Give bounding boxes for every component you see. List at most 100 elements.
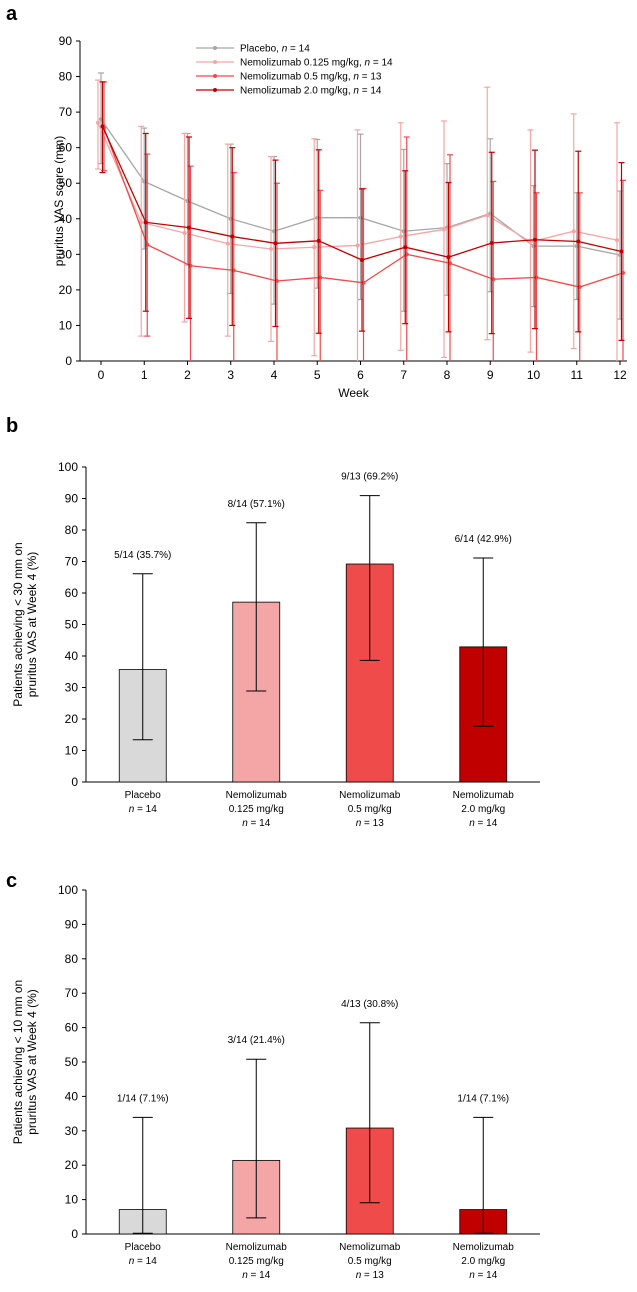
y-tick-label: 30 [65,681,79,695]
y-tick-label: 50 [65,1055,79,1069]
legend-swatch-marker [213,74,217,78]
data-point [398,234,403,239]
bar-value-label: 1/14 (7.1%) [457,1093,509,1104]
y-tick-label: 10 [65,1193,79,1207]
data-point [182,231,187,235]
y-tick-label: 0 [65,354,72,368]
legend-label-tail: = 13 [359,72,382,83]
category-n-label: n = 13 [356,1270,385,1281]
category-n-value: = 14 [475,1270,498,1281]
x-tick-label: 10 [527,368,541,382]
y-tick-label: 90 [65,917,79,931]
bar-group-1: 3/14 (21.4%) Nemolizumab 0.125 mg/kg n = 14 [226,1035,288,1281]
y-tick-label: 70 [65,986,79,1000]
y-axis-title-line1: Patients achieving < 10 mm on [11,980,25,1144]
category-label-line2: 0.125 mg/kg [229,804,284,815]
legend-label-main: Nemolizumab 0.125 mg/kg, [240,58,365,69]
category-n-symbol: n [469,1270,475,1281]
series-1 [95,79,620,361]
data-point [230,234,235,239]
category-label-line2: 0.5 mg/kg [348,1256,392,1267]
series-0 [98,72,623,320]
y-tick-label: 40 [59,212,73,226]
category-n-symbol: n [242,1270,248,1281]
bar-group-0: 5/14 (35.7%) Placebo n = 14 [114,550,171,815]
y-tick-label: 20 [65,1158,79,1172]
legend: Placebo, n = 14 Nemolizumab 0.125 mg/kg, … [196,44,393,97]
data-point [619,249,624,254]
bar-value-label: 6/14 (42.9%) [455,534,512,545]
data-point [446,255,451,260]
category-n-symbol: n [129,804,135,815]
category-label-line1: Nemolizumab [453,790,515,801]
category-label-line1: Nemolizumab [339,1242,401,1253]
category-n-value: = 14 [134,1256,157,1267]
x-tick-label: 9 [487,368,494,382]
x-tick-label: 12 [613,368,627,382]
legend-label: Nemolizumab 0.5 mg/kg, n = 13 [240,72,382,83]
legend-label-main: Placebo, [240,44,282,55]
data-point [143,220,148,225]
data-point [312,245,317,250]
data-point [139,220,144,225]
legend-label-main: Nemolizumab 0.5 mg/kg, [240,72,353,83]
y-axis-title-line1: Patients achieving < 30 mm on [11,542,25,706]
category-n-value: = 14 [475,818,498,829]
data-point [528,239,533,244]
data-point [571,229,576,234]
series-2 [101,81,626,361]
legend-swatch-marker [213,60,217,64]
y-tick-label: 90 [59,34,73,48]
bar-group-3: 1/14 (7.1%) Nemolizumab 2.0 mg/kg n = 14 [453,1093,515,1281]
legend-label-n: n [353,72,359,83]
series-3 [99,81,625,341]
category-n-label: n = 13 [356,818,385,829]
legend-label-tail: = 14 [359,86,382,97]
y-tick-label: 10 [59,318,73,332]
y-tick-label: 30 [59,247,73,261]
y-tick-label: 30 [65,1124,79,1138]
data-point [316,238,321,243]
legend-label-n: n [353,86,359,97]
bar-value-label: 4/13 (30.8%) [341,999,398,1010]
x-tick-label: 1 [141,368,148,382]
y-tick-label: 40 [65,1089,79,1103]
data-point [225,241,230,246]
category-label-line1: Nemolizumab [226,1242,288,1253]
y-tick-label: 100 [58,883,78,897]
category-label-line2: 0.5 mg/kg [348,804,392,815]
y-tick-label: 20 [59,283,73,297]
bar-group-0: 1/14 (7.1%) Placebo n = 14 [117,1093,169,1267]
x-tick-label: 6 [357,368,364,382]
y-axis-title: pruritus VAS score (mm) [52,136,66,266]
legend-label-main: Nemolizumab 2.0 mg/kg, [240,86,353,97]
data-point [576,239,581,244]
x-tick-label: 5 [314,368,321,382]
data-point [360,258,364,263]
category-n-label: n = 14 [129,804,158,815]
x-tick-label: 8 [444,368,451,382]
bar-value-label: 1/14 (7.1%) [117,1093,169,1104]
x-tick-label: 0 [98,368,105,382]
category-label-line2: 2.0 mg/kg [461,804,505,815]
y-tick-label: 60 [65,586,79,600]
legend-label: Placebo, n = 14 [240,44,310,55]
category-label-line1: Nemolizumab [453,1242,515,1253]
category-n-label: n = 14 [469,818,498,829]
data-point [187,225,191,230]
legend-label: Nemolizumab 0.125 mg/kg, n = 14 [240,58,393,69]
y-tick-label: 0 [71,775,78,789]
y-tick-label: 80 [65,523,79,537]
bar-group-1: 8/14 (57.1%) Nemolizumab 0.125 mg/kg n = 14 [226,499,288,829]
legend-swatch-marker [213,88,217,92]
y-axis-title-line2: pruritus VAS at Week 4 (%) [25,552,39,698]
data-point [100,124,105,129]
data-point [273,241,278,246]
bar-value-label: 3/14 (21.4%) [228,1035,285,1046]
legend-label-n: n [365,58,371,69]
legend-swatch-marker [213,46,217,50]
y-tick-label: 50 [65,618,79,632]
category-label-line1: Nemolizumab [226,790,288,801]
category-n-label: n = 14 [242,818,271,829]
